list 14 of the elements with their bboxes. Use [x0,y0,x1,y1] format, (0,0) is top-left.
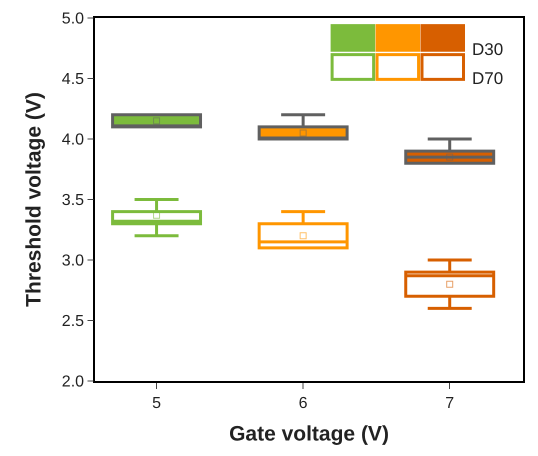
x-tick-label: 5 [152,394,162,412]
x-tick-label: 7 [445,394,454,412]
y-tick-label: 2.5 [62,313,84,330]
y-axis-title: Threshold voltage (V) [22,92,46,307]
legend-label: D30 [472,40,504,59]
y-tick-label: 2.0 [62,374,84,391]
y-tick-label: 4.0 [62,132,84,149]
y-tick-label: 3.0 [62,252,84,270]
y-tick-label: 5.0 [62,10,84,28]
y-tick-label: 4.5 [62,71,84,88]
x-axis-title: Gate voltage (V) [229,422,389,446]
x-tick-label: 6 [298,394,308,412]
y-tick-label: 3.5 [62,192,84,210]
legend-label: D70 [472,69,504,88]
